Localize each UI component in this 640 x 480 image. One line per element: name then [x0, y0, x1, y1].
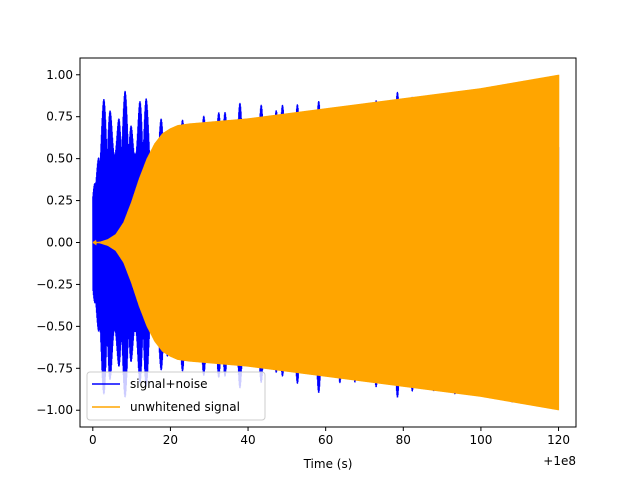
y-tick-label: 1.00: [46, 68, 73, 82]
y-tick-label: −0.75: [36, 361, 73, 375]
x-tick-label: 120: [547, 433, 570, 447]
y-tick-label: −0.50: [36, 319, 73, 333]
x-tick-label: 100: [469, 433, 492, 447]
y-tick-label: 0.50: [46, 152, 73, 166]
legend-label-signal-noise: signal+noise: [130, 377, 207, 391]
x-axis-label: Time (s): [303, 457, 353, 471]
y-tick-label: 0.75: [46, 110, 73, 124]
x-offset-label: +1e8: [543, 454, 576, 468]
legend-box: [86, 371, 266, 421]
x-tick-label: 80: [396, 433, 411, 447]
series-layer: [92, 74, 560, 411]
x-tick-label: 40: [240, 433, 255, 447]
series-line-unwhitened-signal: [92, 74, 560, 411]
x-tick-label: 0: [89, 433, 97, 447]
y-tick-label: 0.00: [46, 236, 73, 250]
y-tick-label: −1.00: [36, 403, 73, 417]
y-tick-label: −0.25: [36, 277, 73, 291]
legend-label-unwhitened-signal: unwhitened signal: [130, 400, 240, 414]
x-tick-label: 20: [163, 433, 178, 447]
x-axis: 0 20 40 60 80 100 120: [89, 427, 570, 447]
y-tick-label: 0.25: [46, 194, 73, 208]
y-axis: −1.00 −0.75 −0.50 −0.25 0.00 0.25 0.50 0.75 1.00: [36, 68, 80, 417]
legend: signal+noise unwhitened signal: [86, 371, 266, 421]
x-tick-label: 60: [318, 433, 333, 447]
